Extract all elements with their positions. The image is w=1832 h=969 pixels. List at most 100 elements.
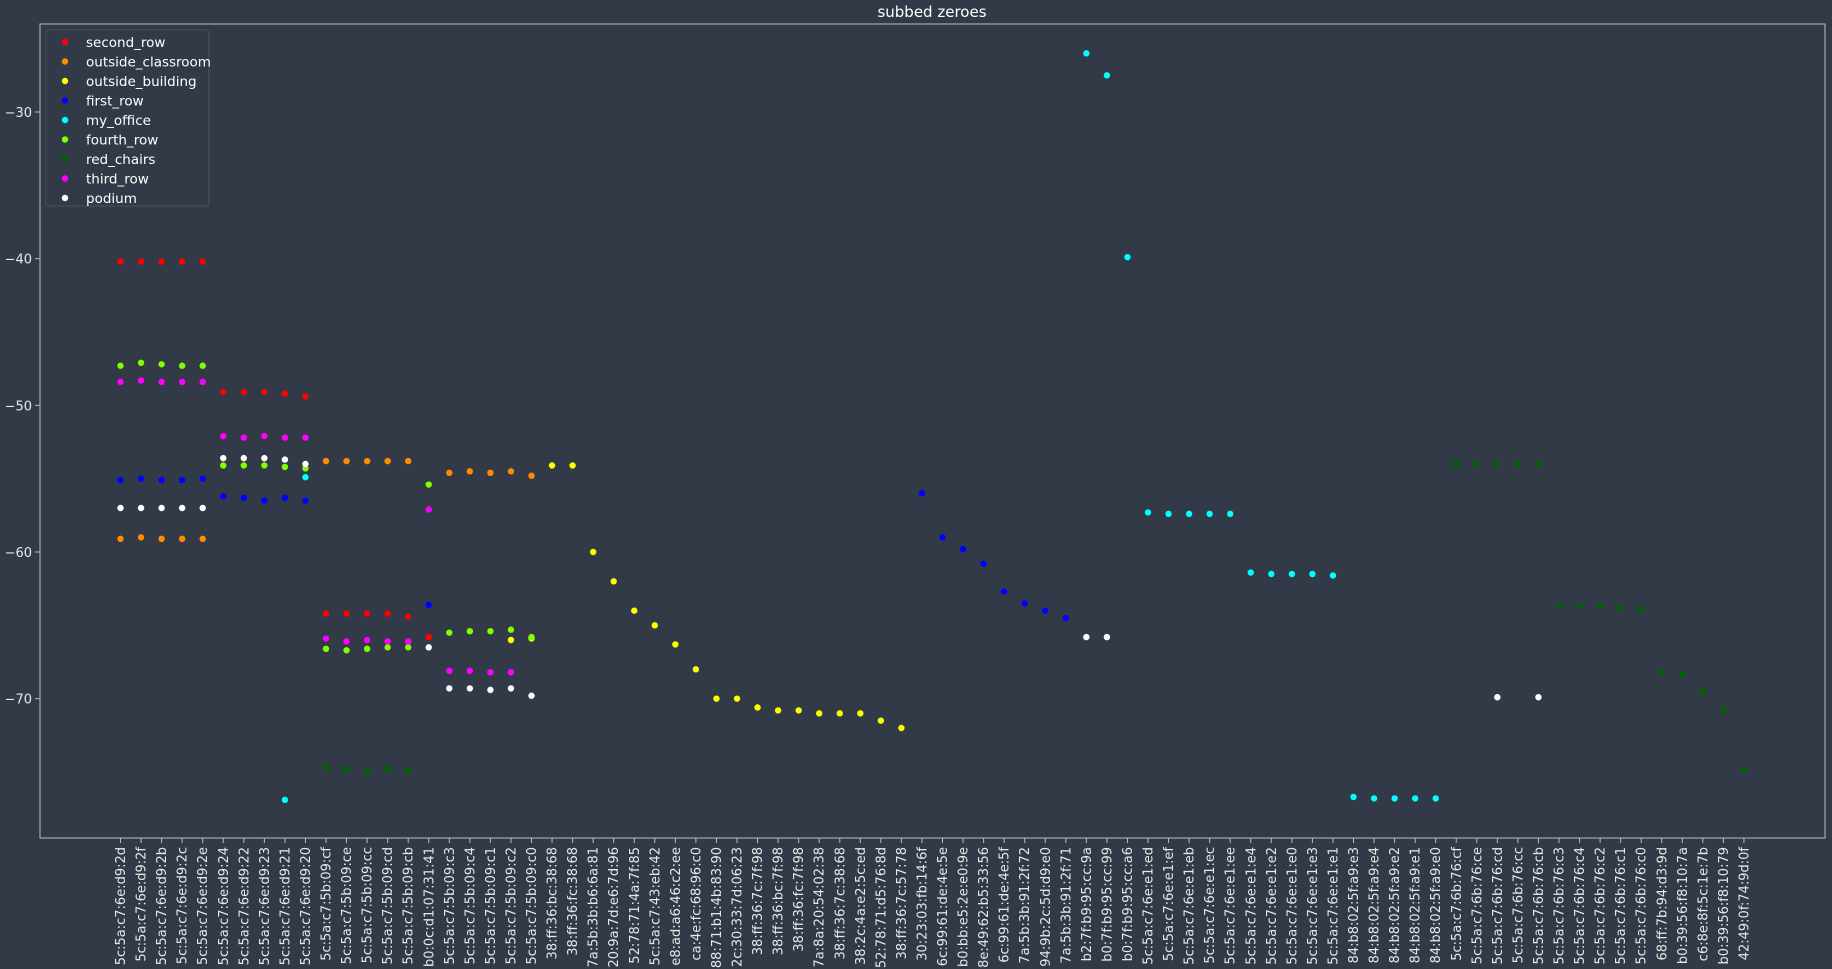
series-my_office [281, 50, 1439, 804]
data-point [261, 454, 268, 462]
data-point [405, 457, 412, 465]
data-point [178, 504, 186, 512]
data-point [178, 476, 186, 484]
data-point [117, 535, 124, 542]
data-point [1679, 670, 1686, 677]
x-tick-label: 38:ff:36:7c:57:78 [895, 847, 910, 959]
x-tick-label: 5c:5a:c7:6b:76:c3 [1553, 847, 1568, 964]
data-point [363, 768, 371, 776]
data-point [343, 457, 350, 465]
data-point [137, 534, 145, 541]
x-tick-label: 5c:5a:c7:6e:d9:24 [217, 847, 232, 965]
x-tick-label: 84:b8:02:5f:a9:e2 [1388, 847, 1403, 963]
x-tick-label: 38:2c:4a:e2:5c:ed [854, 847, 869, 965]
x-tick-label: 5c:5a:c7:6e:e1:eb [1183, 847, 1198, 965]
data-point [733, 695, 741, 702]
data-point [1227, 510, 1234, 518]
data-point [1083, 633, 1090, 641]
data-point [1453, 460, 1460, 468]
y-tick-label: −30 [5, 106, 32, 121]
data-point [754, 704, 761, 711]
x-tick-label: 5c:5a:c7:5b:09:c2 [504, 847, 519, 964]
legend-label: outside_classroom [86, 55, 211, 71]
x-tick-label: 5c:5a:c7:6e:e1:ed [1142, 847, 1157, 965]
legend-item-outside_classroom: outside_classroom [61, 55, 211, 71]
data-point [446, 685, 453, 692]
data-points [117, 50, 1748, 804]
x-tick-label: c6:8e:8f:5c:1e:7b [1696, 847, 1711, 961]
data-point [384, 765, 391, 773]
series-outside_building [507, 462, 905, 732]
data-point [425, 633, 432, 641]
data-point [384, 610, 391, 617]
data-point [199, 378, 206, 386]
data-point [1247, 569, 1254, 576]
data-point [302, 474, 309, 481]
data-point [1699, 688, 1707, 695]
x-tick-label: 84:b8:02:5f:a9:e1 [1409, 847, 1424, 963]
y-tick-label: −40 [5, 253, 32, 268]
data-point [220, 388, 227, 396]
data-point [1288, 570, 1296, 578]
legend-marker [61, 77, 69, 85]
legend-label: outside_building [86, 74, 197, 90]
data-point [117, 258, 124, 265]
x-tick-label: 88:71:b1:4b:83:90 [710, 847, 725, 968]
data-point [1144, 509, 1152, 516]
x-tick-label: 52:78:71:d5:76:8d [874, 847, 889, 968]
data-point [199, 258, 206, 265]
data-point [898, 724, 905, 732]
data-point [261, 432, 268, 440]
series-first_row [117, 475, 1070, 622]
legend-item-podium: podium [61, 191, 137, 207]
data-point [1720, 707, 1727, 714]
data-point [363, 457, 371, 465]
data-point [137, 504, 145, 512]
data-point [939, 534, 946, 541]
data-point [261, 497, 268, 504]
data-point [507, 669, 515, 676]
legend-box [45, 29, 210, 207]
data-point [281, 390, 289, 397]
data-point [178, 362, 186, 369]
legend-item-third_row: third_row [61, 172, 149, 188]
x-tick-label: 7a:5b:3b:91:2f:71 [1059, 847, 1074, 964]
data-point [363, 645, 371, 652]
x-tick-label: 5c:5a:c7:6e:e1:ee [1224, 847, 1239, 965]
legend-item-outside_building: outside_building [61, 74, 197, 90]
data-point [343, 647, 350, 654]
x-tick-label: 5c:5a:c7:6e:e1:ef [1162, 847, 1177, 962]
data-point [384, 644, 391, 651]
x-tick-label: b0:bb:e5:2e:e0:9e [957, 847, 972, 967]
data-point [1638, 606, 1645, 613]
data-point [322, 645, 330, 652]
data-point [281, 494, 289, 501]
x-tick-label: 38:ff:36:7c:38:68 [833, 847, 848, 959]
data-point [1576, 603, 1583, 610]
legend-item-second_row: second_row [61, 35, 165, 51]
series-outside_classroom [117, 457, 535, 542]
data-point [405, 638, 412, 645]
data-point [158, 504, 165, 512]
data-point [1391, 795, 1398, 802]
x-tick-label: 5c:5a:c7:6e:d9:21 [278, 847, 293, 965]
data-point [507, 636, 515, 644]
data-point [1535, 694, 1542, 701]
data-point [405, 767, 412, 774]
x-tick-label: 5c:5a:c7:6b:76:c0 [1635, 847, 1650, 964]
x-tick-label: 5c:5a:c7:43:eb:42 [648, 847, 663, 965]
x-tick-label: 7a:5b:3b:91:2f:72 [1018, 847, 1033, 964]
data-point [1658, 669, 1665, 676]
data-point [343, 765, 350, 773]
data-point [363, 636, 371, 644]
data-point [137, 258, 145, 265]
data-point [220, 432, 227, 440]
data-point [302, 465, 309, 472]
legend-item-first_row: first_row [61, 94, 144, 110]
data-point [1000, 588, 1008, 595]
data-point [1268, 570, 1275, 578]
data-point [137, 377, 145, 384]
x-tick-label: 5c:5a:c7:5b:09:cc [361, 847, 376, 963]
data-point [384, 457, 391, 465]
